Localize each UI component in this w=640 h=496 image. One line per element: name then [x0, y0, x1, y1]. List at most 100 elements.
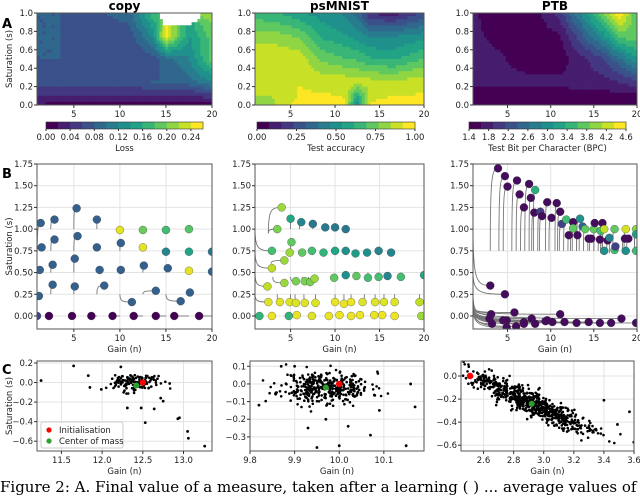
contour-cell	[72, 80, 75, 83]
contour-cell	[407, 77, 410, 80]
contour-cell	[263, 28, 266, 31]
contour-cell	[550, 44, 553, 47]
contour-cell	[484, 68, 487, 71]
contour-cell	[60, 25, 63, 28]
contour-cell	[303, 93, 306, 96]
contour-cell	[413, 56, 416, 59]
contour-cell	[410, 99, 413, 102]
contour-cell	[558, 53, 561, 56]
contour-cell	[119, 13, 122, 16]
contour-cell	[75, 59, 78, 62]
contour-cell	[160, 38, 163, 41]
contour-cell	[186, 68, 189, 71]
contour-cell	[200, 16, 203, 19]
contour-cell	[200, 44, 203, 47]
contour-cell	[66, 13, 69, 16]
contour-cell	[57, 99, 60, 102]
contour-cell	[552, 53, 555, 56]
contour-cell	[325, 50, 328, 53]
contour-cell	[404, 19, 407, 22]
contour-cell	[116, 59, 119, 62]
contour-cell	[580, 65, 583, 68]
contour-cell	[348, 62, 351, 65]
contour-cell	[591, 50, 594, 53]
contour-cell	[289, 59, 292, 62]
contour-cell	[160, 19, 163, 22]
contour-cell	[104, 65, 107, 68]
contour-cell	[320, 44, 323, 47]
contour-cell	[306, 59, 309, 62]
contour-cell	[418, 56, 421, 59]
contour-cell	[517, 44, 520, 47]
contour-cell	[289, 77, 292, 80]
contour-cell	[476, 16, 479, 19]
contour-cell	[192, 59, 195, 62]
contour-cell	[536, 34, 539, 37]
contour-cell	[500, 74, 503, 77]
contour-cell	[373, 90, 376, 93]
contour-cell	[566, 25, 569, 28]
contour-cell	[582, 47, 585, 50]
contour-cell	[591, 53, 594, 56]
contour-cell	[323, 38, 326, 41]
contour-cell	[317, 56, 320, 59]
contour-cell	[376, 38, 379, 41]
contour-cell	[509, 19, 512, 22]
contour-cell	[334, 59, 337, 62]
contour-cell	[92, 19, 95, 22]
contour-cell	[368, 19, 371, 22]
contour-cell	[577, 19, 580, 22]
contour-cell	[180, 59, 183, 62]
contour-cell	[142, 87, 145, 90]
contour-cell	[539, 50, 542, 53]
contour-cell	[206, 93, 209, 96]
contour-cell	[145, 71, 148, 74]
contour-cell	[110, 38, 113, 41]
contour-cell	[337, 77, 340, 80]
contour-cell	[566, 68, 569, 71]
contour-cell	[154, 25, 157, 28]
contour-cell	[197, 56, 200, 59]
contour-cell	[555, 84, 558, 87]
contour-cell	[92, 44, 95, 47]
contour-cell	[506, 62, 509, 65]
contour-cell	[376, 96, 379, 99]
contour-cell	[356, 93, 359, 96]
contour-cell	[49, 87, 52, 90]
contour-cell	[404, 62, 407, 65]
contour-cell	[177, 80, 180, 83]
contour-cell	[101, 65, 104, 68]
contour-cell	[195, 53, 198, 56]
contour-cell	[113, 65, 116, 68]
contour-cell	[370, 19, 373, 22]
contour-cell	[591, 22, 594, 25]
contour-cell	[261, 13, 264, 16]
contour-cell	[46, 53, 49, 56]
contour-cell	[334, 53, 337, 56]
contour-cell	[525, 44, 528, 47]
contour-cell	[289, 74, 292, 77]
contour-cell	[171, 53, 174, 56]
contour-cell	[356, 71, 359, 74]
contour-cell	[530, 56, 533, 59]
contour-cell	[519, 77, 522, 80]
contour-cell	[269, 38, 272, 41]
contour-cell	[57, 62, 60, 65]
contour-cell	[110, 50, 113, 53]
contour-cell	[57, 53, 60, 56]
contour-cell	[72, 19, 75, 22]
contour-cell	[514, 59, 517, 62]
contour-cell	[328, 93, 331, 96]
contour-cell	[306, 87, 309, 90]
contour-cell	[536, 28, 539, 31]
contour-cell	[189, 28, 192, 31]
contour-cell	[200, 68, 203, 71]
contour-cell	[547, 71, 550, 74]
contour-cell	[591, 44, 594, 47]
contour-cell	[563, 41, 566, 44]
contour-cell	[396, 71, 399, 74]
contour-cell	[530, 19, 533, 22]
contour-cell	[40, 16, 43, 19]
contour-cell	[90, 31, 93, 34]
contour-cell	[57, 19, 60, 22]
